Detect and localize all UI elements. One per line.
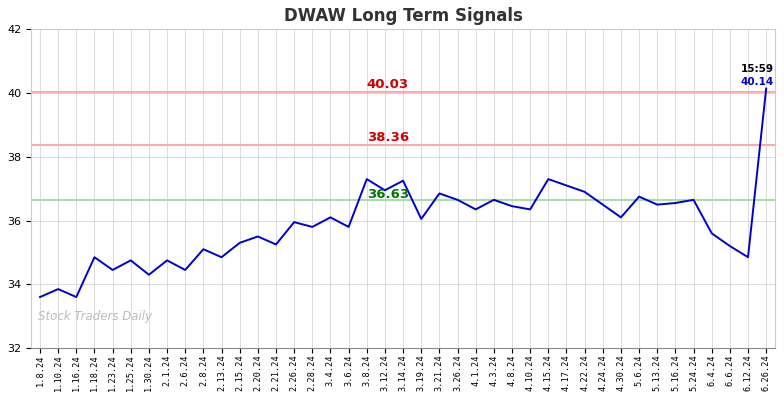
Text: 38.36: 38.36 <box>367 131 409 144</box>
Title: DWAW Long Term Signals: DWAW Long Term Signals <box>284 7 522 25</box>
Text: 40.14: 40.14 <box>740 77 774 87</box>
Text: 15:59: 15:59 <box>741 64 774 74</box>
Text: 40.03: 40.03 <box>367 78 409 91</box>
Text: Stock Traders Daily: Stock Traders Daily <box>38 310 152 322</box>
Text: 36.63: 36.63 <box>367 188 409 201</box>
